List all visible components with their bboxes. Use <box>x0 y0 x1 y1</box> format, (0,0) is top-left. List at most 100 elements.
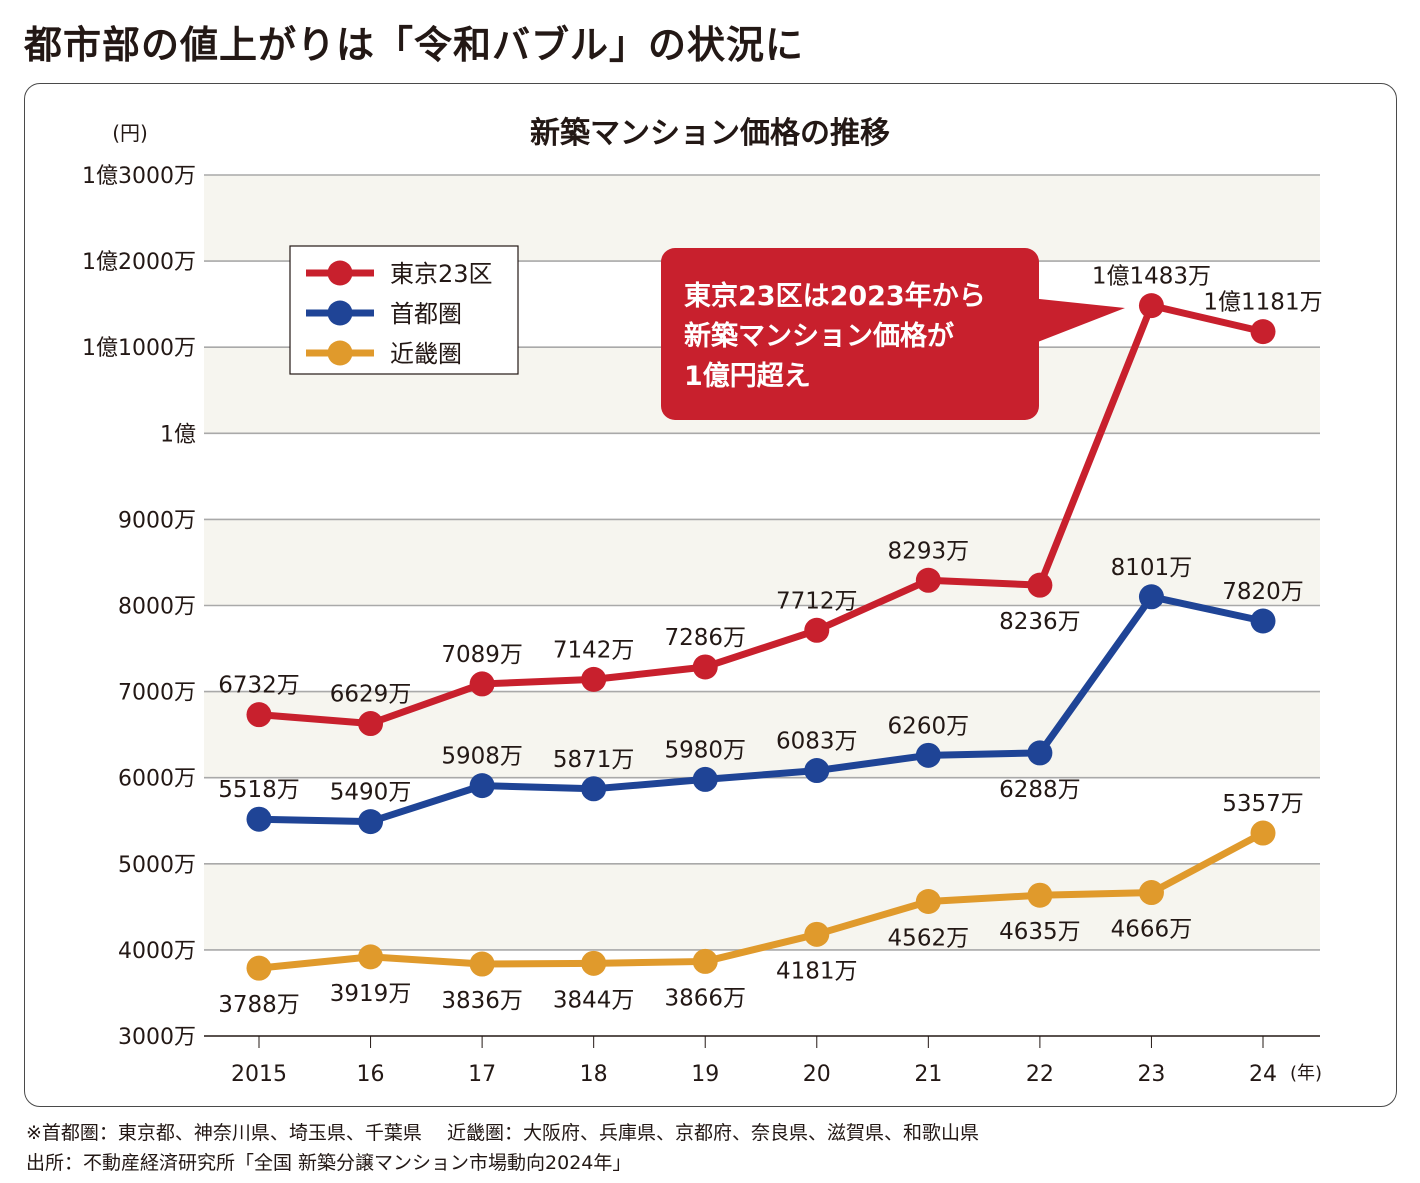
y-tick-label: 6000万 <box>118 767 196 792</box>
data-point <box>692 654 718 680</box>
x-tick-label: 21 <box>914 1062 942 1087</box>
legend-swatch-marker <box>327 300 353 326</box>
y-tick-label: 7000万 <box>118 681 196 706</box>
callout-text-line: 1億円超え <box>684 361 811 392</box>
data-point <box>915 567 941 593</box>
data-point <box>804 758 830 784</box>
data-point <box>581 950 607 976</box>
series-lines <box>246 293 1276 981</box>
legend-label: 首都圏 <box>390 300 462 328</box>
x-tick-label: 17 <box>468 1062 496 1087</box>
data-label: 6083万 <box>776 729 858 755</box>
data-label: 5518万 <box>218 777 300 803</box>
data-point <box>692 948 718 974</box>
data-point <box>1027 740 1053 766</box>
data-point <box>469 671 495 697</box>
x-tick-label: 23 <box>1137 1062 1165 1087</box>
data-point <box>804 921 830 947</box>
headline: 都市部の値上がりは「令和バブル」の状況に <box>24 23 805 67</box>
legend-label: 近畿圏 <box>390 340 462 368</box>
x-tick-label: 24 <box>1249 1062 1277 1087</box>
data-label: 4181万 <box>776 958 858 984</box>
data-label: 3844万 <box>553 987 635 1013</box>
x-tick-label: 22 <box>1026 1062 1054 1087</box>
data-label: 4562万 <box>888 926 970 952</box>
y-tick-label: 3000万 <box>118 1025 196 1050</box>
x-tick-label: 16 <box>357 1062 385 1087</box>
data-point <box>358 711 384 737</box>
y-tick-label: 1億1000万 <box>82 336 196 361</box>
data-label: 3866万 <box>664 985 746 1011</box>
x-tick-label: 20 <box>803 1062 831 1087</box>
data-point <box>915 742 941 768</box>
data-label: 4666万 <box>1111 917 1193 943</box>
background-bands <box>204 175 1320 950</box>
x-tick-label: 18 <box>580 1062 608 1087</box>
data-point <box>1027 572 1053 598</box>
data-label: 8236万 <box>999 609 1081 635</box>
data-point <box>581 666 607 692</box>
background-band <box>204 519 1320 606</box>
data-point <box>692 766 718 792</box>
data-label: 7820万 <box>1222 579 1304 605</box>
chart-title: 新築マンション価格の推移 <box>530 116 890 151</box>
x-axis-unit-label: (年) <box>1290 1063 1322 1084</box>
data-point <box>358 944 384 970</box>
data-label: 3919万 <box>330 981 412 1007</box>
x-axis: 2015 16 17 18 19 20 21 22 23 24 (年) <box>231 1036 1322 1087</box>
y-tick-label: 1億2000万 <box>82 250 196 275</box>
callout-text-line: 新築マンション価格が <box>684 320 954 352</box>
data-point <box>581 776 607 802</box>
data-label: 5908万 <box>441 744 523 770</box>
callout-box <box>661 248 1039 420</box>
data-label: 6629万 <box>330 682 412 708</box>
callout-text-line: 東京23区は2023年から <box>684 280 986 312</box>
data-label: 8101万 <box>1111 555 1193 581</box>
series-line-1 <box>258 593 1264 826</box>
series-line-0 <box>258 302 1264 728</box>
data-label: 6732万 <box>218 673 300 699</box>
data-label: 6288万 <box>999 777 1081 803</box>
data-label: 7089万 <box>441 642 523 668</box>
data-label: 3788万 <box>218 992 300 1018</box>
y-tick-label: 1億 <box>160 422 196 447</box>
y-tick-label: 5000万 <box>118 853 196 878</box>
data-point <box>915 889 941 915</box>
data-labels: 6732万 6629万 7089万 7142万 7286万 7712万 8293万 8236万… <box>218 264 1322 1019</box>
y-tick-label: 9000万 <box>118 508 196 533</box>
data-label: 7712万 <box>776 588 858 614</box>
data-label: 3836万 <box>441 988 523 1014</box>
y-tick-label: 1億3000万 <box>82 164 196 189</box>
legend-swatch-marker <box>327 340 353 366</box>
data-label: 7286万 <box>664 625 746 651</box>
y-tick-label: 8000万 <box>118 595 196 620</box>
background-band <box>204 691 1320 778</box>
data-label: 1億1483万 <box>1092 264 1211 290</box>
legend-label: 東京23区 <box>390 260 493 288</box>
data-point <box>1250 608 1276 634</box>
data-point <box>246 806 272 832</box>
data-label: 5490万 <box>330 780 412 806</box>
data-point <box>1027 882 1053 908</box>
data-point <box>1138 584 1164 610</box>
data-point <box>1138 293 1164 319</box>
data-point <box>469 951 495 977</box>
y-axis-unit-label: (円) <box>112 121 148 145</box>
footnote-source: 出所：不動産経済研究所「全国 新築分譲マンション市場動向2024年」 <box>26 1152 632 1174</box>
data-point <box>1138 880 1164 906</box>
data-point <box>804 617 830 643</box>
x-tick-label: 19 <box>691 1062 719 1087</box>
x-tick-label: 2015 <box>231 1062 287 1087</box>
footnote-regions: ※首都圏：東京都、神奈川県、埼玉県、千葉県 近畿圏：大阪府、兵庫県、京都府、奈良… <box>26 1122 979 1144</box>
y-axis-tick-labels: 3000万 4000万 5000万 6000万 7000万 8000万 9000万 1億 1億1… <box>82 164 196 1050</box>
legend-swatch-marker <box>327 260 353 286</box>
data-label: 5357万 <box>1222 791 1304 817</box>
data-label: 7142万 <box>553 637 635 663</box>
data-point <box>469 773 495 799</box>
data-label: 4635万 <box>999 919 1081 945</box>
data-point <box>246 955 272 981</box>
callout-pointer <box>1030 298 1125 345</box>
